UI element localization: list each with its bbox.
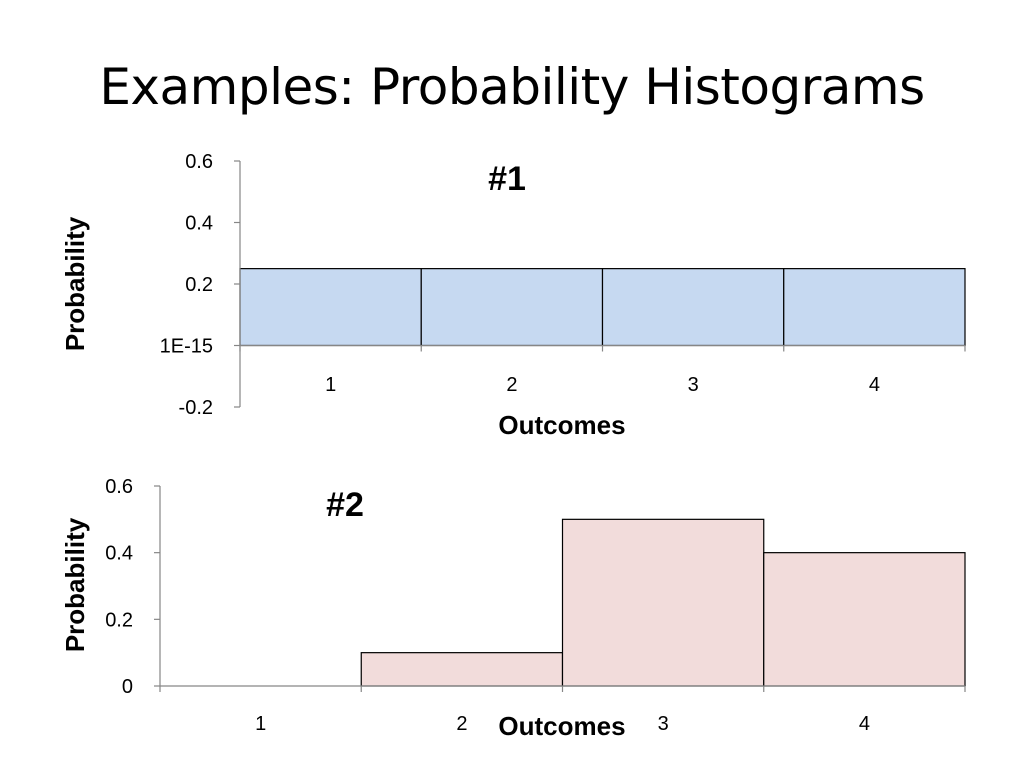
chart1-ytick-label: 0.6 <box>185 151 213 173</box>
chart1-ytick-label: 1E-15 <box>160 336 213 358</box>
chart1-bar-4 <box>783 268 966 347</box>
chart1-xtick-label: 3 <box>688 374 699 396</box>
chart2-yticks: 0 0.2 0.4 0.6 <box>105 476 160 698</box>
chart2-bar-2 <box>360 652 564 687</box>
chart1-ytick-label: -0.2 <box>179 397 213 419</box>
chart2-ylabel: Probability <box>60 517 90 652</box>
slide-title: Examples: Probability Histograms <box>99 58 925 116</box>
chart2-xtick-label: 1 <box>255 713 266 735</box>
chart2-xlabel: Outcomes <box>498 711 625 741</box>
chart1-xtick-label: 2 <box>506 374 517 396</box>
chart2-bar-3 <box>561 518 765 687</box>
chart1-bar-1 <box>239 268 422 347</box>
chart2-xtick-label: 3 <box>658 713 669 735</box>
chart2-ytick-label: 0 <box>122 676 133 698</box>
chart1-xticks: 1 2 3 4 <box>239 345 966 396</box>
chart1-bar-3 <box>601 268 785 347</box>
chart1-ytick-label: 0.4 <box>185 213 213 235</box>
chart1-title: #1 <box>488 160 526 198</box>
chart1-xtick-label: 1 <box>325 374 336 396</box>
chart2-ytick-label: 0.2 <box>105 609 133 631</box>
chart2-title: #2 <box>326 486 364 524</box>
chart2-ytick-label: 0.6 <box>105 476 133 498</box>
chart1-xtick-label: 4 <box>869 374 880 396</box>
chart1-ytick-label: 0.2 <box>185 274 213 296</box>
chart2-bar-4 <box>763 552 966 687</box>
chart1-bar-2 <box>420 268 604 347</box>
chart2-ytick-label: 0.4 <box>105 543 133 565</box>
chart2-bars <box>360 518 966 687</box>
chart2-xtick-label: 4 <box>859 713 870 735</box>
chart1-xlabel: Outcomes <box>498 410 625 440</box>
chart2-xticks: 1 2 3 4 <box>159 686 966 735</box>
chart1-yticks: -0.2 1E-15 0.2 0.4 0.6 <box>160 151 240 419</box>
chart1-bars <box>239 268 966 347</box>
chart1-ylabel: Probability <box>60 216 90 351</box>
chart2-xtick-label: 2 <box>456 713 467 735</box>
